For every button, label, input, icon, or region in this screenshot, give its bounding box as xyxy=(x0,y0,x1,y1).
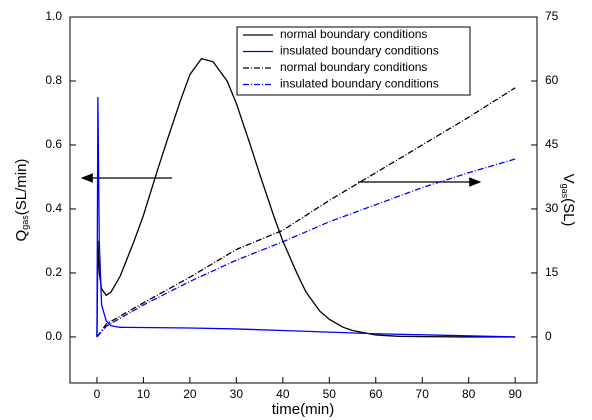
x-tick-label: 80 xyxy=(462,387,476,401)
y2-label-sub: gas xyxy=(560,184,570,199)
series-line xyxy=(96,96,516,338)
y-label-rest: (SL/min) xyxy=(13,159,30,216)
y2-axis-label: Vgas(SL) xyxy=(560,174,577,227)
y2-tick-label: 45 xyxy=(545,137,559,151)
legend-label: insulated boundary conditions xyxy=(280,44,439,58)
x-tick-label: 40 xyxy=(276,387,290,401)
y2-tick-label: 75 xyxy=(545,9,559,23)
y2-label-rest: (SL) xyxy=(560,198,577,226)
x-tick-label: 50 xyxy=(323,387,337,401)
legend-label: normal boundary conditions xyxy=(280,27,427,41)
y2-tick-label: 60 xyxy=(545,73,559,87)
y-label-sub: gas xyxy=(20,215,30,230)
y-axis-label: Qgas(SL/min) xyxy=(13,159,30,242)
y2-tick-label: 0 xyxy=(545,329,552,343)
y2-tick-label: 15 xyxy=(545,265,559,279)
x-tick-label: 0 xyxy=(94,387,101,401)
series-line xyxy=(96,87,516,338)
x-tick-label: 10 xyxy=(137,387,151,401)
y2-tick-label: 30 xyxy=(545,201,559,215)
y-tick-label: 0.8 xyxy=(45,73,62,87)
x-tick-label: 30 xyxy=(230,387,244,401)
x-tick-label: 20 xyxy=(183,387,197,401)
x-tick-label: 70 xyxy=(416,387,430,401)
x-tick-label: 60 xyxy=(369,387,383,401)
legend-label: insulated boundary conditions xyxy=(280,77,439,91)
y-tick-label: 0.2 xyxy=(45,265,62,279)
x-axis-label: time(min) xyxy=(272,401,335,418)
y-label-main: Q xyxy=(13,230,30,242)
series-line xyxy=(96,158,516,338)
plot-frame xyxy=(69,16,538,384)
y-tick-label: 1.0 xyxy=(45,9,62,23)
legend-box xyxy=(236,26,471,96)
legend-label: normal boundary conditions xyxy=(280,60,427,74)
y-tick-label: 0.6 xyxy=(45,137,62,151)
x-tick-label: 90 xyxy=(508,387,522,401)
y2-label-main: V xyxy=(560,174,577,184)
y-tick-label: 0.0 xyxy=(45,329,62,343)
y-tick-label: 0.4 xyxy=(45,201,62,215)
series-line xyxy=(96,57,516,338)
